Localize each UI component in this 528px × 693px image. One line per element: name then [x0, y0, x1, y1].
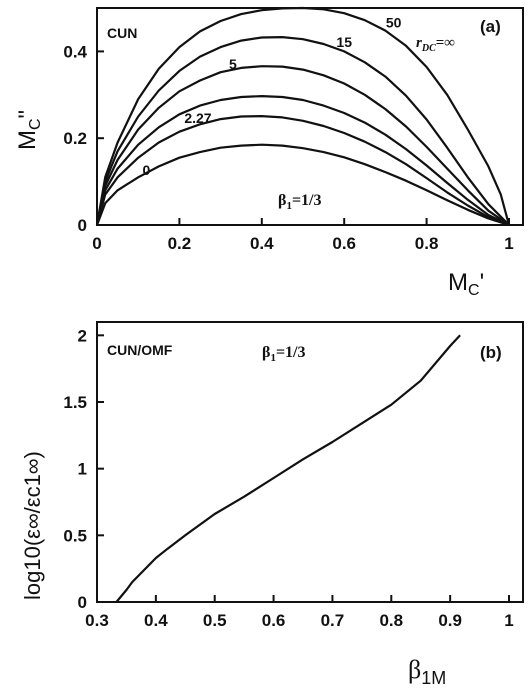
y-tick-label: 0	[78, 216, 87, 235]
panel-a-xlabel-main: M	[448, 269, 468, 296]
panel-a-xlabel-sub: C	[468, 282, 480, 299]
x-tick-label: 0.6	[262, 611, 286, 630]
panel-b-xlabel-sub: 1M	[421, 668, 446, 688]
panel-b-ticks: 0.3 0.4 0.5 0.6 0.7 0.8 0.9 1 0 0.5 1 1.5 2	[63, 326, 513, 630]
panel-a-ylabel-sub: C	[27, 118, 44, 130]
panel-a-curves	[95, 6, 511, 227]
x-tick-label: 1	[504, 611, 513, 630]
panel-b-x-axis-label: β1M	[408, 655, 446, 688]
series-line-r2	[95, 95, 510, 226]
y-tick-label: 0	[78, 593, 87, 612]
curve-label: 0	[143, 162, 151, 178]
rdc-sub: DC	[421, 43, 436, 54]
x-tick-label: 0.8	[415, 234, 439, 253]
panel-a-ticks: 0 0.2 0.4 0.6 0.8 1 0 0.2 0.4	[63, 42, 513, 253]
panel-b-y-axis-label: log10(ε∞/εc1∞)	[20, 451, 45, 600]
panel-a-panel-label: (a)	[480, 17, 501, 36]
x-tick-label: 0.4	[144, 611, 168, 630]
x-tick-label: 0.9	[438, 611, 462, 630]
y-tick-label: 2	[78, 326, 87, 345]
x-tick-label: 0.8	[379, 611, 403, 630]
y-tick-label: 0.2	[63, 129, 87, 148]
x-tick-label: 0.7	[321, 611, 345, 630]
panel-b-curves	[115, 334, 461, 603]
panel-b-panel-label: (b)	[480, 343, 502, 362]
x-tick-label: 0.3	[85, 611, 109, 630]
curve-label: 5	[229, 56, 237, 72]
curve-label: 15	[336, 34, 352, 50]
rdc-label: rDC=∞	[416, 35, 455, 54]
panel-b-xlabel-main: β	[408, 655, 421, 684]
series-line-0	[115, 334, 461, 603]
panel-b: 0.3 0.4 0.5 0.6 0.7 0.8 0.9 100.511.52 CUN/OMF …	[20, 321, 524, 688]
panel-b-beta: β	[262, 344, 270, 361]
panel-a-beta: β	[278, 192, 286, 209]
x-tick-label: 0.4	[250, 234, 274, 253]
panel-b-beta-annotation: β1=1/3	[262, 344, 306, 364]
x-tick-label: 1	[504, 234, 513, 253]
x-tick-label: 0.2	[168, 234, 192, 253]
y-tick-label: 1.5	[63, 393, 87, 412]
panel-a-beta-annotation: β1=1/3	[278, 192, 322, 212]
series-line-r5	[95, 6, 511, 226]
x-tick-label: 0	[92, 234, 101, 253]
series-line-r1	[95, 115, 510, 227]
panel-a-ylabel-prime: "	[14, 110, 41, 119]
panel-a-beta-value: =1/3	[292, 192, 322, 209]
curve-label: 2.27	[184, 110, 211, 126]
y-tick-label: 0.4	[63, 42, 87, 61]
panel-b-frame	[96, 321, 524, 603]
panel-a-y-axis-label: MC"	[14, 110, 44, 150]
panel-a-corner-label: CUN	[107, 25, 137, 41]
panel-a-curve-labels: 0 2.27 5 15 50	[143, 15, 402, 179]
curve-label: 50	[386, 15, 402, 31]
panel-a-x-axis-label: MC'	[448, 269, 484, 299]
x-tick-label: 0.5	[203, 611, 227, 630]
rdc-r: r	[416, 35, 422, 51]
panel-b-beta-value: =1/3	[276, 344, 306, 361]
series-line-r3	[95, 65, 510, 226]
panel-a-xlabel-prime: '	[480, 269, 485, 296]
x-tick-label: 0.6	[332, 234, 356, 253]
panel-a-beta-sub: 1	[286, 200, 292, 212]
panel-a: 0 0.2 0.4 0.6 0.8 1 0 0.2 0.4 0 2.27 5 15 50 CUN (a)…	[14, 6, 524, 299]
y-tick-label: 1	[78, 460, 87, 479]
series-line-r0	[95, 143, 510, 227]
panel-a-ylabel-main: M	[14, 130, 41, 150]
rdc-value: =∞	[436, 35, 456, 51]
panel-b-beta-sub: 1	[270, 352, 276, 364]
panel-b-corner-label: CUN/OMF	[107, 342, 173, 358]
y-tick-label: 0.5	[63, 526, 87, 545]
series-line-r4	[95, 36, 510, 226]
